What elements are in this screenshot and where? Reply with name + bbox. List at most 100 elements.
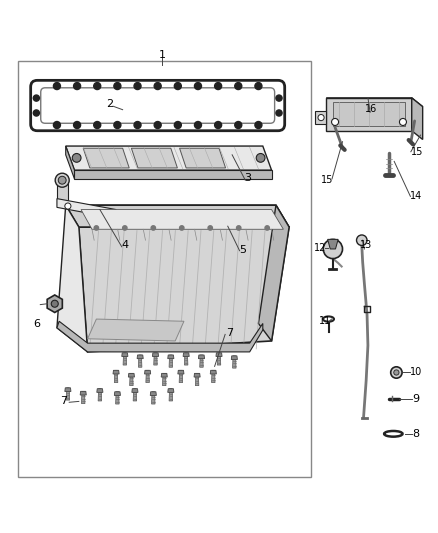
Circle shape [194, 122, 201, 128]
Polygon shape [80, 391, 86, 395]
Polygon shape [152, 353, 159, 357]
Circle shape [276, 110, 282, 116]
Circle shape [255, 122, 262, 128]
Circle shape [74, 122, 81, 128]
Polygon shape [194, 374, 200, 377]
Circle shape [53, 122, 60, 128]
Circle shape [215, 122, 222, 128]
Polygon shape [66, 146, 272, 170]
Text: 16: 16 [365, 104, 378, 114]
Polygon shape [88, 319, 184, 341]
Circle shape [399, 118, 406, 125]
Polygon shape [113, 370, 119, 374]
Polygon shape [161, 374, 167, 377]
Circle shape [94, 83, 101, 90]
Circle shape [394, 370, 399, 375]
Text: 8: 8 [413, 429, 420, 439]
Text: 15: 15 [411, 147, 423, 157]
Polygon shape [137, 355, 143, 359]
Polygon shape [79, 227, 289, 352]
Polygon shape [195, 374, 199, 386]
Polygon shape [169, 355, 173, 367]
Text: 11: 11 [319, 316, 332, 326]
Polygon shape [217, 353, 221, 365]
Polygon shape [146, 370, 149, 383]
Polygon shape [333, 102, 405, 126]
Polygon shape [138, 355, 142, 367]
Polygon shape [122, 353, 128, 357]
Polygon shape [98, 389, 102, 401]
Circle shape [51, 300, 58, 307]
Polygon shape [168, 389, 174, 392]
Circle shape [134, 122, 141, 128]
Polygon shape [258, 205, 289, 341]
Circle shape [114, 122, 121, 128]
Polygon shape [133, 389, 137, 401]
Circle shape [94, 226, 99, 230]
Polygon shape [326, 98, 412, 131]
Polygon shape [154, 353, 157, 365]
Circle shape [332, 118, 339, 125]
Polygon shape [66, 205, 289, 227]
Circle shape [33, 95, 39, 101]
Circle shape [72, 154, 81, 162]
Polygon shape [128, 374, 134, 377]
Polygon shape [81, 209, 283, 229]
Text: 1: 1 [159, 51, 166, 60]
Circle shape [154, 83, 161, 90]
Text: 15: 15 [321, 175, 333, 185]
Circle shape [174, 122, 181, 128]
Polygon shape [130, 374, 133, 386]
Polygon shape [123, 353, 127, 365]
Circle shape [215, 83, 222, 90]
Polygon shape [65, 388, 71, 392]
Polygon shape [57, 181, 68, 205]
Polygon shape [150, 392, 156, 395]
Polygon shape [412, 98, 423, 140]
Polygon shape [212, 370, 215, 383]
Text: 4: 4 [121, 240, 128, 251]
Polygon shape [131, 148, 177, 168]
Text: 6: 6 [33, 319, 40, 329]
Polygon shape [83, 148, 129, 168]
Polygon shape [132, 389, 138, 392]
Circle shape [174, 83, 181, 90]
Polygon shape [162, 374, 166, 386]
Circle shape [65, 203, 71, 209]
Circle shape [94, 122, 101, 128]
Polygon shape [145, 370, 151, 374]
Bar [18, 61, 311, 477]
Circle shape [235, 122, 242, 128]
Polygon shape [231, 356, 237, 360]
Polygon shape [315, 111, 326, 124]
Text: 3: 3 [244, 173, 251, 183]
Text: 12: 12 [314, 243, 327, 253]
Polygon shape [114, 370, 118, 383]
Polygon shape [81, 391, 85, 403]
Circle shape [318, 115, 324, 120]
Text: 2: 2 [106, 100, 113, 109]
Text: 7: 7 [226, 328, 233, 338]
Polygon shape [178, 370, 184, 374]
Text: 14: 14 [410, 191, 422, 201]
Polygon shape [97, 389, 103, 392]
Polygon shape [66, 146, 74, 179]
Circle shape [235, 83, 242, 90]
Circle shape [180, 226, 184, 230]
Polygon shape [57, 321, 263, 352]
Circle shape [357, 235, 367, 246]
Circle shape [237, 226, 241, 230]
Polygon shape [216, 353, 222, 357]
Circle shape [256, 154, 265, 162]
Circle shape [276, 95, 282, 101]
Polygon shape [168, 355, 174, 359]
Polygon shape [169, 389, 173, 401]
Polygon shape [180, 148, 226, 168]
Text: 9: 9 [413, 394, 420, 404]
Circle shape [58, 176, 66, 184]
Polygon shape [74, 170, 272, 179]
Polygon shape [198, 355, 205, 359]
Polygon shape [200, 355, 203, 367]
Circle shape [194, 83, 201, 90]
Polygon shape [47, 295, 62, 312]
